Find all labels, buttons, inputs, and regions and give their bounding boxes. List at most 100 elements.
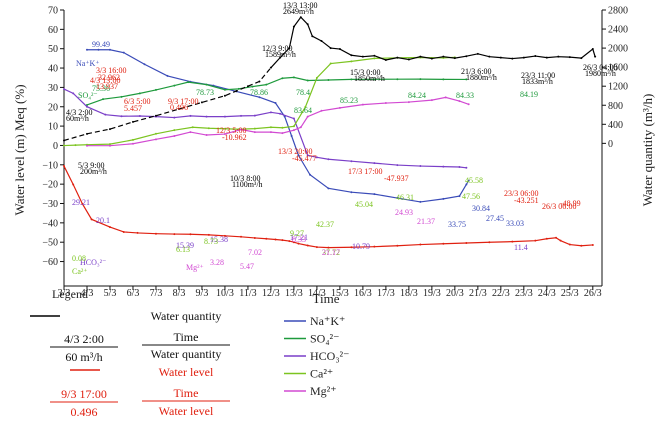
annotation-NaK: 27.45 — [486, 214, 504, 223]
left-tick-label: 40 — [48, 64, 58, 75]
series-point-quantity — [200, 101, 203, 104]
x-axis-label: Time — [313, 291, 340, 306]
series-point-Mg — [281, 132, 284, 135]
series-point-HCO3 — [120, 115, 123, 118]
series-point-quantity — [292, 25, 295, 28]
series-point-SO4 — [306, 79, 309, 82]
series-line-level — [63, 165, 593, 249]
annotation-Ca: 46.31 — [396, 193, 414, 202]
annotation-SO4: 84.33 — [456, 91, 474, 100]
annotation-quantity: 12/3 9:00 — [262, 44, 292, 53]
annotation-Ca: 45.58 — [465, 176, 483, 185]
series-point-quantity — [235, 89, 238, 92]
series-point-SO4 — [223, 88, 226, 91]
series-line-quantity-dashed — [63, 67, 272, 142]
left-tick-label: 70 — [48, 6, 58, 17]
annotation-quantity: 1980m³/h — [585, 69, 616, 78]
annotation-Mg: 3.28 — [210, 258, 224, 267]
annotation-HCO3: 20.1 — [96, 216, 110, 225]
series-point-level — [488, 241, 491, 244]
series-point-level — [189, 233, 192, 236]
series-point-HCO3 — [458, 166, 461, 169]
series-point-SO4 — [173, 84, 176, 87]
series-point-quantity — [223, 94, 226, 97]
annotation-SO4: 78.73 — [196, 88, 214, 97]
series-point-quantity — [85, 132, 88, 135]
annotation-Mg: 21.37 — [417, 217, 435, 226]
series-point-quantity — [246, 85, 249, 88]
series-point-Mg — [338, 106, 341, 109]
series-point-level — [108, 226, 111, 229]
legend-ion-entries: Na⁺K⁺ SO₄²⁻ HCO₃²⁻ Ca²⁺ Mg²⁺ — [284, 314, 349, 398]
series-point-HCO3 — [419, 165, 422, 168]
x-tick-label: 4/3 — [81, 288, 94, 299]
legend-quantity-value: 60 m³/h — [65, 350, 102, 364]
series-point-NaK — [458, 195, 461, 198]
legend-quantity-top-label: Water quantity — [151, 309, 222, 323]
legend-label-SO4: SO₄²⁻ — [310, 332, 339, 346]
series-point-level — [373, 245, 376, 248]
series-point-quantity — [177, 108, 180, 111]
annotation-quantity: 21/3 6:00 — [461, 67, 491, 76]
x-tick-label: 13/3 — [285, 288, 303, 299]
annotation-Ca: 8.73 — [204, 237, 218, 246]
series-point-SO4 — [327, 78, 330, 81]
series-point-NaK — [327, 187, 330, 190]
series-point-SO4 — [251, 85, 254, 88]
series-point-quantity — [594, 55, 597, 58]
x-tick-label: 16/3 — [354, 288, 372, 299]
series-point-NaK — [396, 197, 399, 200]
series-point-level — [297, 242, 300, 245]
left-tick-label: 60 — [48, 25, 58, 36]
series-point-SO4 — [350, 78, 353, 81]
annotation-quantity: 23/3 11:00 — [521, 71, 555, 80]
x-tick-label: 11/3 — [239, 288, 256, 299]
series-point-quantity — [407, 58, 410, 61]
series-point-NaK — [166, 74, 169, 77]
x-tick-label: 10/3 — [216, 288, 234, 299]
legend-label-HCO3: HCO₃²⁻ — [310, 349, 349, 363]
annotation-NaK: 33.03 — [506, 219, 524, 228]
annotation-level: 32.962 — [98, 73, 120, 82]
series-layer — [63, 16, 597, 249]
series-point-level — [306, 244, 309, 247]
series-point-level — [253, 236, 256, 239]
series-point-quantity — [299, 16, 302, 19]
x-tick-label: 12/3 — [262, 288, 280, 299]
x-tick-label: 23/3 — [515, 288, 533, 299]
right-tick-label: 800 — [608, 101, 623, 112]
series-point-quantity — [279, 56, 282, 59]
annotation-Ca: 37.72 — [322, 248, 340, 257]
series-point-quantity — [442, 55, 445, 58]
annotation-Mg: 24.93 — [395, 208, 413, 217]
series-point-quantity — [591, 48, 594, 51]
annotation-Mg: Mg²⁺ — [186, 263, 204, 272]
annotation-level: 9/3 17:00 — [168, 97, 198, 106]
series-point-Mg — [173, 135, 176, 137]
series-point-level — [240, 235, 243, 238]
series-point-Mg — [131, 142, 134, 145]
series-point-Ca — [63, 144, 65, 147]
series-point-Ca — [191, 126, 194, 129]
series-point-Ca — [131, 138, 134, 141]
series-point-Mg — [292, 129, 295, 132]
annotation-level: 3/3 16:00 — [96, 66, 126, 75]
series-point-Ca — [350, 60, 353, 63]
annotation-SO4: 84.19 — [520, 90, 538, 99]
series-point-HCO3 — [327, 158, 330, 161]
annotation-Ca: 45.04 — [355, 200, 373, 209]
annotation-Ca: Ca²⁺ — [72, 267, 88, 276]
series-point-Mg — [444, 96, 447, 99]
series-point-SO4 — [465, 78, 468, 81]
series-point-level — [568, 243, 571, 246]
series-point-SO4 — [281, 77, 284, 80]
legend-label-NaK: Na⁺K⁺ — [310, 314, 345, 328]
series-point-level — [396, 244, 399, 247]
annotation-HCO3: 17.21 — [290, 233, 308, 242]
series-point-SO4 — [396, 78, 399, 81]
series-point-Mg — [253, 131, 256, 134]
x-tick-label: 21/3 — [469, 288, 487, 299]
annotation-HCO3: 29.21 — [72, 198, 90, 207]
series-point-quantity — [499, 56, 502, 59]
annotation-SO4: 75.36 — [92, 84, 110, 93]
